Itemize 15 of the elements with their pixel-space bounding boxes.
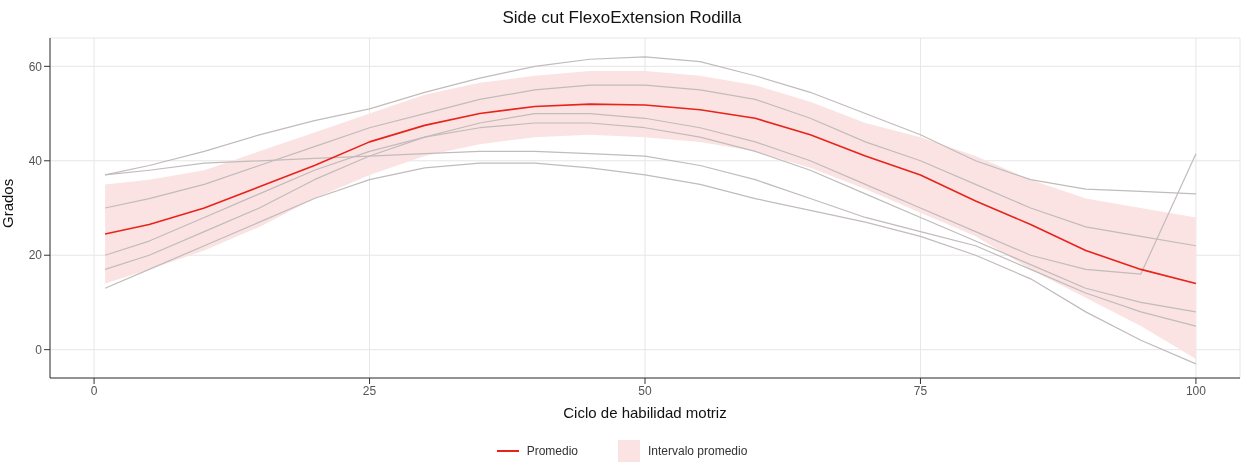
x-tick-label: 75: [913, 383, 928, 398]
chart-title: Side cut FlexoExtension Rodilla: [501, 8, 743, 28]
y-axis-title: Grados: [0, 178, 17, 228]
y-tick-label: 60: [28, 59, 43, 74]
x-tick-label: 100: [1185, 383, 1207, 398]
x-tick-label: 25: [362, 383, 377, 398]
x-axis-title: Ciclo de habilidad motriz: [563, 404, 727, 421]
legend-label: Promedio: [526, 444, 578, 458]
legend-label: Intervalo promedio: [647, 444, 748, 458]
y-tick-label: 20: [28, 248, 43, 263]
y-tick-label: 40: [28, 154, 43, 169]
line-series: [104, 162, 1197, 365]
x-tick-label: 50: [638, 383, 652, 398]
y-tick-label: 0: [35, 342, 43, 357]
x-tick-label: 0: [90, 383, 98, 398]
